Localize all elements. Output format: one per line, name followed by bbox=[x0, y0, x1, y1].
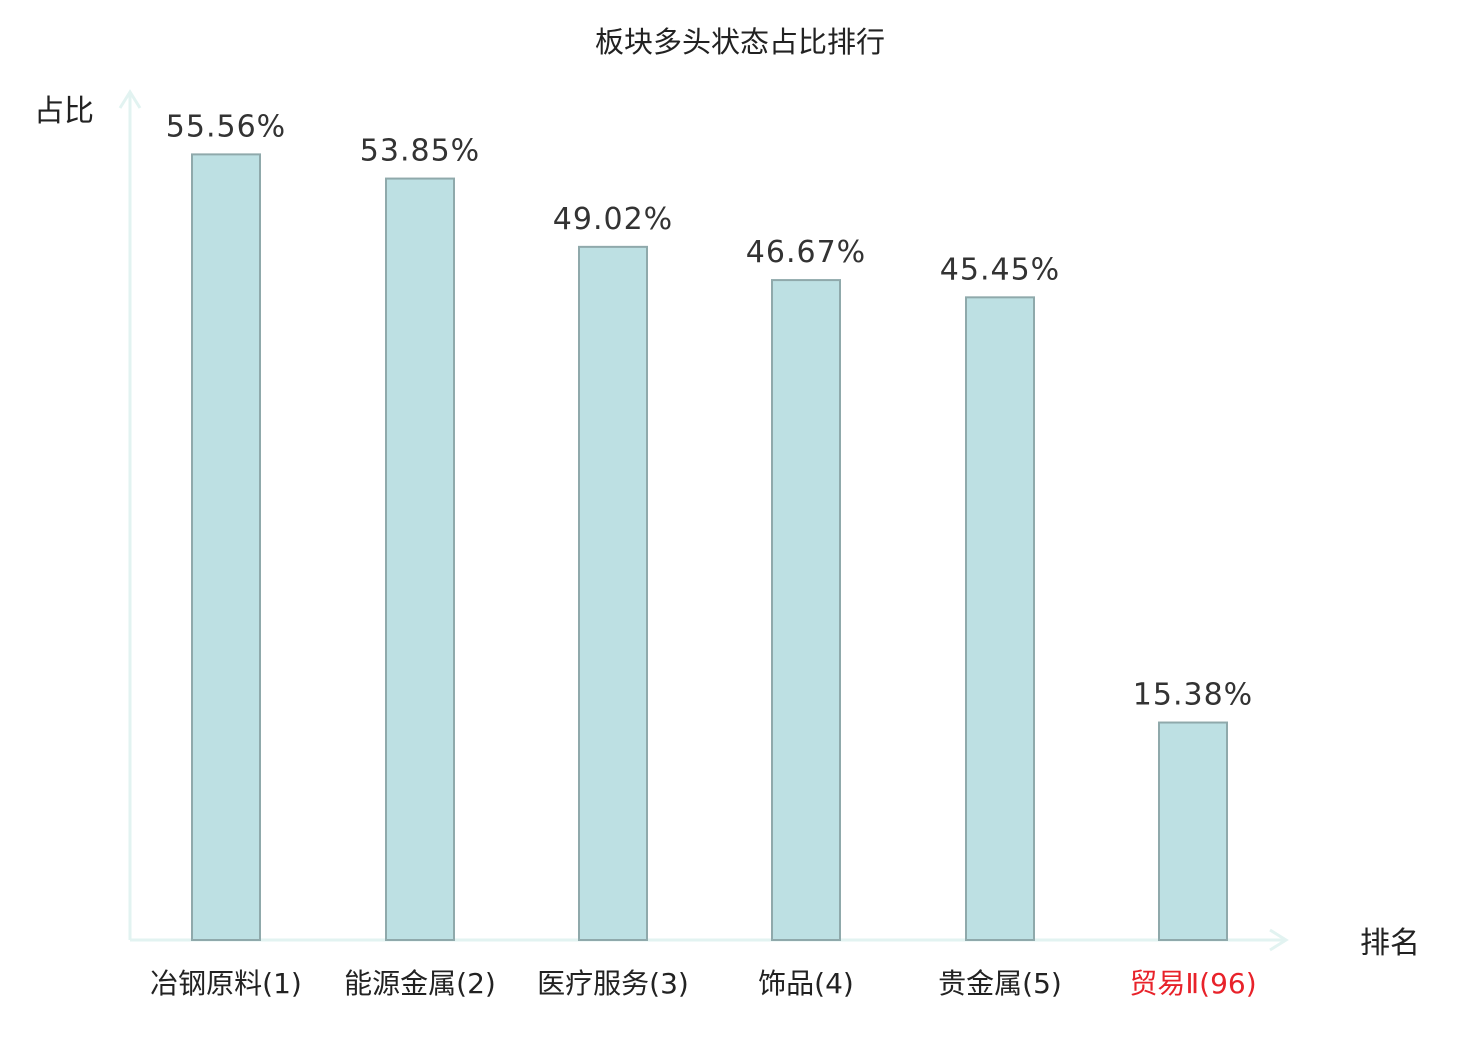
y-axis-label: 占比 bbox=[34, 94, 94, 129]
category-label: 能源金属(2) bbox=[344, 967, 496, 1000]
bar bbox=[1158, 721, 1228, 941]
x-axis bbox=[130, 928, 1289, 952]
x-axis-label: 排名 bbox=[1360, 926, 1420, 961]
bar bbox=[965, 296, 1035, 942]
category-label: 贵金属(5) bbox=[938, 967, 1062, 1000]
data-label: 49.02% bbox=[553, 202, 673, 237]
data-label: 46.67% bbox=[746, 235, 866, 270]
y-axis bbox=[118, 89, 142, 940]
category-label: 冶钢原料(1) bbox=[150, 967, 302, 1000]
category-label: 贸易Ⅱ(96) bbox=[1129, 967, 1256, 1000]
value-labels-group: 55.56% 53.85% 49.02% 46.67% 45.45% 15.38% bbox=[166, 109, 1253, 713]
category-label: 医疗服务(3) bbox=[537, 967, 689, 1000]
bars-group bbox=[191, 153, 1228, 942]
bar bbox=[191, 153, 261, 942]
x-axis-arrow bbox=[1269, 928, 1289, 952]
data-label: 53.85% bbox=[360, 134, 480, 169]
data-label: 55.56% bbox=[166, 109, 286, 144]
y-axis-arrow bbox=[118, 89, 142, 109]
data-label: 15.38% bbox=[1133, 678, 1253, 713]
data-label: 45.45% bbox=[940, 252, 1060, 287]
category-labels-group: 冶钢原料(1) 能源金属(2) 医疗服务(3) 饰品(4) 贵金属(5) 贸易Ⅱ(96) bbox=[150, 967, 1256, 1000]
bar bbox=[385, 177, 455, 942]
chart-title: 板块多头状态占比排行 bbox=[595, 25, 885, 59]
category-label: 饰品(4) bbox=[758, 967, 854, 1000]
bar bbox=[578, 245, 648, 942]
bar bbox=[771, 279, 841, 942]
